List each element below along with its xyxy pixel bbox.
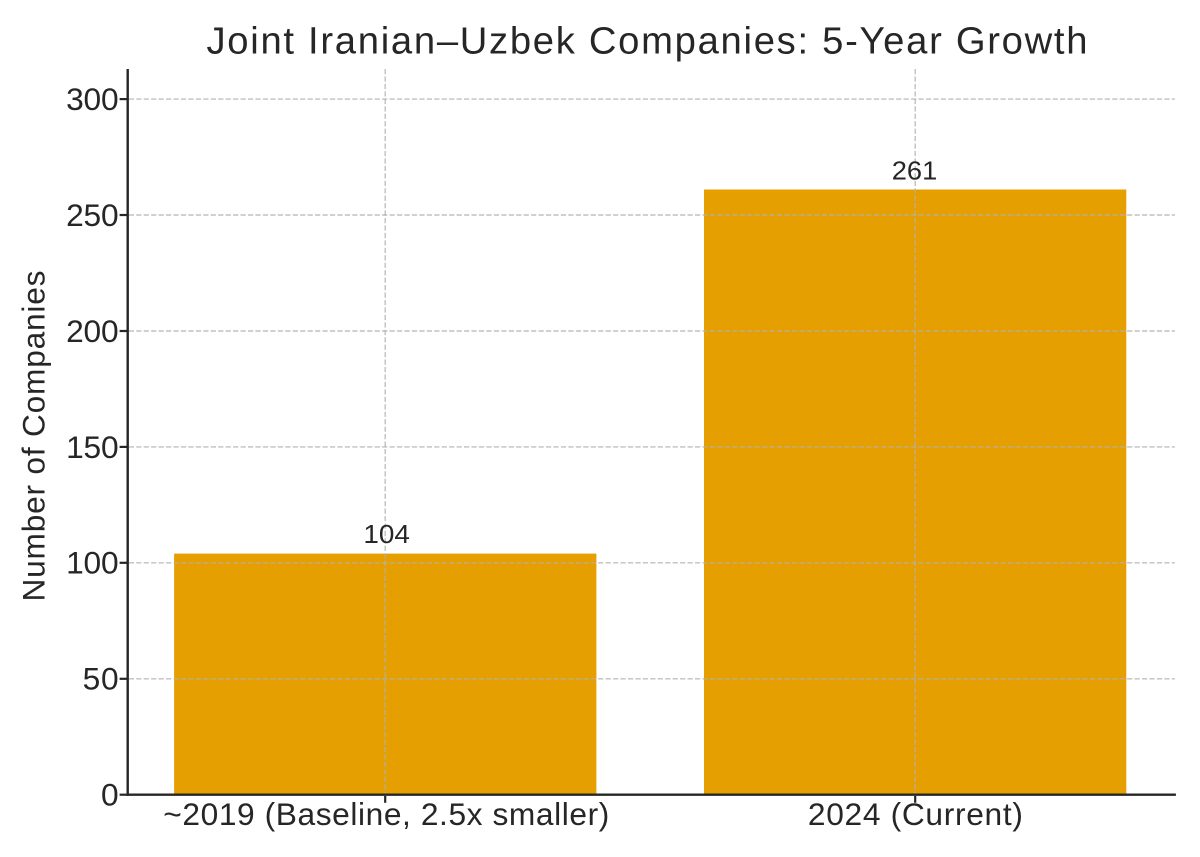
- svg-text:250: 250: [66, 197, 119, 233]
- svg-text:2024 (Current): 2024 (Current): [808, 796, 1023, 832]
- svg-text:Number of Companies: Number of Companies: [16, 271, 52, 602]
- svg-text:~2019 (Baseline, 2.5x smaller): ~2019 (Baseline, 2.5x smaller): [163, 796, 609, 832]
- svg-text:150: 150: [66, 429, 119, 465]
- svg-text:50: 50: [83, 661, 119, 697]
- svg-text:261: 261: [892, 155, 938, 185]
- svg-text:0: 0: [101, 777, 119, 813]
- svg-text:200: 200: [66, 313, 119, 349]
- svg-text:100: 100: [66, 545, 119, 581]
- svg-text:300: 300: [66, 81, 119, 117]
- svg-text:Joint Iranian–Uzbek Companies:: Joint Iranian–Uzbek Companies: 5-Year Gr…: [207, 20, 1088, 63]
- svg-text:104: 104: [363, 519, 410, 549]
